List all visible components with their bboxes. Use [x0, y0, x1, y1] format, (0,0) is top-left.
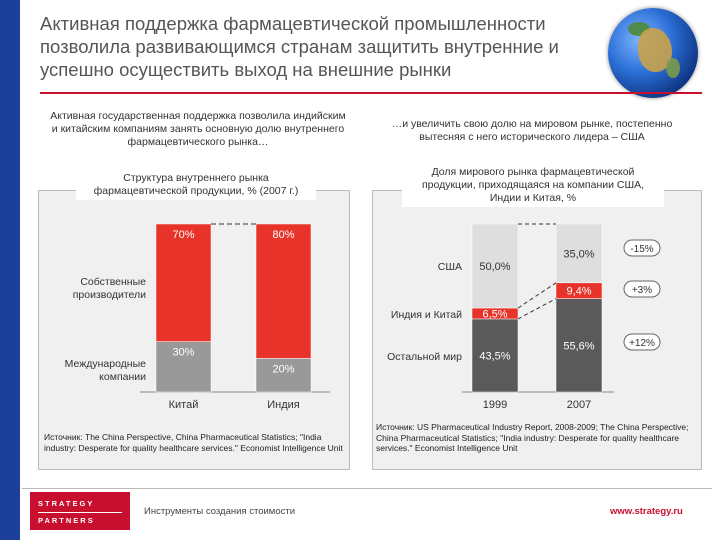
footer-tagline: Инструменты создания стоимости — [144, 506, 296, 517]
change-label: +12% — [629, 338, 655, 349]
x-tick-label: 1999 — [483, 399, 507, 411]
data-label: 70% — [172, 229, 194, 241]
segment-connector — [517, 282, 557, 309]
bar-segment — [155, 223, 212, 342]
strategy-partners-logo: STRATEGY PARTNERS — [30, 492, 130, 530]
data-label: 80% — [272, 229, 294, 241]
segment-connector — [517, 298, 557, 320]
right-chart-panel — [372, 190, 702, 470]
bar-segment — [555, 298, 603, 393]
data-label: 35,0% — [563, 248, 594, 260]
change-badge — [623, 280, 661, 298]
data-label: 20% — [272, 363, 294, 375]
left-source: Источник: The China Perspective, China P… — [44, 432, 343, 453]
series-label: Индия и Китай — [391, 309, 462, 321]
data-label: 30% — [172, 347, 194, 359]
series-label: Остальной мир — [387, 351, 462, 363]
right-subtitle: …и увеличить свою долю на мировом рынке,… — [391, 118, 673, 143]
left-accent-bar — [0, 0, 20, 540]
series-label: Собственные производители — [73, 276, 146, 301]
data-label: 9,4% — [566, 286, 591, 298]
data-label: 55,6% — [563, 340, 594, 352]
title-divider — [40, 92, 702, 94]
logo-line2: PARTNERS — [38, 516, 95, 525]
footer-divider — [22, 488, 712, 489]
change-label: +3% — [632, 285, 652, 296]
bar-segment — [255, 223, 312, 359]
bar-segment — [255, 358, 312, 393]
bar-segment — [471, 318, 519, 393]
logo-line1: STRATEGY — [38, 499, 95, 508]
series-label: Международные компании — [65, 358, 147, 383]
left-chart-title: Структура внутреннего рынка фармацевтиче… — [76, 170, 316, 200]
right-source: Источник: US Pharmaceutical Industry Rep… — [376, 422, 689, 453]
bar-segment — [155, 341, 212, 393]
footer-url[interactable]: www.strategy.ru — [610, 506, 683, 517]
data-label: 43,5% — [479, 350, 510, 362]
change-badge — [623, 333, 661, 351]
series-label: США — [438, 261, 462, 273]
left-subtitle: Активная государственная поддержка позво… — [50, 110, 346, 148]
bar-segment — [471, 223, 519, 309]
data-label: 50,0% — [479, 261, 510, 273]
change-label: -15% — [630, 244, 653, 255]
globe-image — [608, 8, 698, 98]
page-title: Активная поддержка фармацевтической пром… — [40, 13, 559, 80]
x-tick-label: Китай — [169, 399, 199, 411]
x-tick-label: 2007 — [567, 399, 591, 411]
x-tick-label: Индия — [267, 399, 300, 411]
data-label: 6,5% — [482, 308, 507, 320]
change-badge — [623, 239, 661, 257]
right-chart-title: Доля мирового рынка фармацевтической про… — [402, 164, 664, 207]
bar-segment — [555, 223, 603, 284]
